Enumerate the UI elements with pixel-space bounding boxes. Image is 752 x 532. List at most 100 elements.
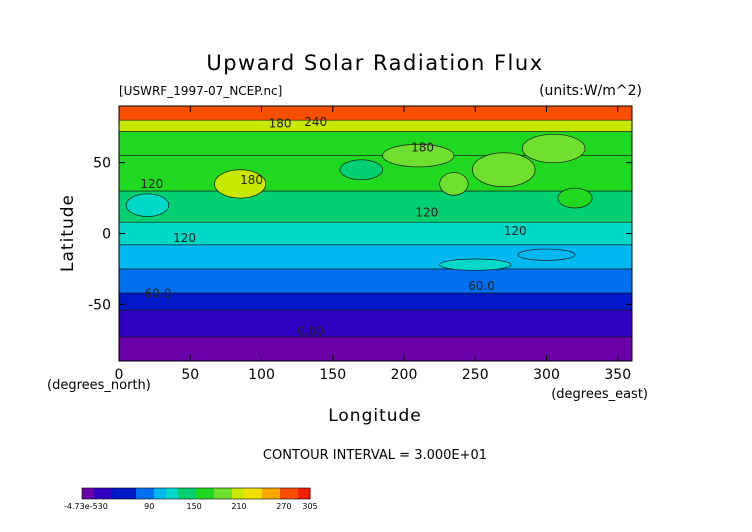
colorbar-swatch (226, 488, 233, 499)
lat-band (119, 106, 632, 121)
contour-label: 120 (415, 206, 438, 220)
contour-region (521, 133, 586, 164)
contour-region (382, 143, 455, 168)
contour-features (125, 133, 593, 271)
colorbar-swatch (160, 488, 167, 499)
colorbar-swatch (274, 488, 281, 499)
colorbar (81, 487, 311, 500)
latitude-bands (119, 106, 632, 361)
contour-region (339, 159, 383, 181)
source-file-label: [USWRF_1997-07_NCEP.nc] (119, 84, 282, 98)
colorbar-swatch (142, 488, 149, 499)
colorbar-swatch (298, 488, 305, 499)
y-tick-label: -50 (88, 297, 111, 313)
contour-region (557, 187, 593, 209)
contour-label: 60.0 (145, 286, 172, 300)
x-axis-units: (degrees_east) (551, 387, 648, 402)
colorbar-frame (81, 487, 311, 500)
colorbar-swatch (82, 488, 89, 499)
y-tick-label: 0 (102, 227, 111, 243)
colorbar-swatch (112, 488, 119, 499)
colorbar-swatch (148, 488, 155, 499)
colorbar-swatch (304, 488, 311, 499)
colorbar-swatch (214, 488, 221, 499)
colorbar-tick-label: 150 (186, 502, 201, 511)
x-axis-ticks: 0 50 100 150 200 250 300 350 (115, 106, 631, 383)
contour-label: 0.00 (297, 325, 324, 339)
y-axis-ticks: -50 0 50 (88, 156, 632, 313)
contour-region (517, 248, 576, 261)
lat-band (119, 336, 632, 361)
x-tick-label: 100 (248, 367, 275, 383)
colorbar-swatch (208, 488, 215, 499)
x-tick-label: 300 (533, 367, 560, 383)
contour-region (439, 258, 512, 271)
contour-region (439, 172, 469, 196)
y-axis-label: Latitude (58, 194, 78, 272)
colorbar-tick-label: -4.73e-530 (64, 502, 108, 511)
colorbar-swatch (94, 488, 101, 499)
colorbar-swatch (250, 488, 257, 499)
colorbar-swatch (124, 488, 131, 499)
x-tick-label: 350 (604, 367, 631, 383)
colorbar-swatch (196, 488, 203, 499)
lat-band (119, 119, 632, 132)
colorbar-tick-label: 90 (144, 502, 154, 511)
x-tick-label: 250 (462, 367, 489, 383)
colorbar-swatch (202, 488, 209, 499)
colorbar-swatch (190, 488, 197, 499)
colorbar-swatch (238, 488, 245, 499)
colorbar-swatch (232, 488, 239, 499)
contour-label: 180 (411, 140, 434, 154)
colorbar-tick-label: 210 (231, 502, 246, 511)
contour-label: 120 (173, 231, 196, 245)
contour-region (214, 169, 267, 199)
colorbar-swatch (130, 488, 137, 499)
colorbar-swatch (220, 488, 227, 499)
lat-band (119, 190, 632, 223)
colorbar-swatch (262, 488, 269, 499)
colorbar-swatch (166, 488, 173, 499)
plot-area: 180 240 180 120 180 120 120 120 60.0 60.0 0.00 (119, 106, 632, 361)
contour-label: 240 (304, 115, 327, 129)
colorbar-swatch (286, 488, 293, 499)
colorbar-swatch (184, 488, 191, 499)
lat-band (119, 292, 632, 311)
colorbar-swatch (178, 488, 185, 499)
chart-title: Upward Solar Radiation Flux (206, 51, 543, 75)
colorbar-swatch (154, 488, 161, 499)
colorbar-swatch (292, 488, 299, 499)
contour-interval-label: CONTOUR INTERVAL = 3.000E+01 (263, 448, 487, 463)
colorbar-swatch (100, 488, 107, 499)
colorbar-tick-label: 270 (276, 502, 291, 511)
colorbar-tick-label: 305 (302, 502, 317, 511)
contour-label: 180 (269, 116, 292, 130)
contour-labels: 180 240 180 120 180 120 120 120 60.0 60.0 0.00 (140, 115, 526, 339)
contour-label: 60.0 (468, 279, 495, 293)
x-axis-label: Longitude (328, 406, 422, 426)
colorbar-swatch (136, 488, 143, 499)
y-tick-label: 50 (93, 156, 111, 172)
colorbar-swatch (280, 488, 287, 499)
colorbar-labels: -4.73e-530 90 150 210 270 305 (64, 502, 318, 511)
colorbar-swatch (106, 488, 113, 499)
colorbar-swatch (172, 488, 179, 499)
colorbar-swatch (268, 488, 275, 499)
colorbar-swatch (118, 488, 125, 499)
colorbar-swatch (88, 488, 95, 499)
contour-label: 120 (140, 177, 163, 191)
contour-region (125, 193, 170, 217)
x-tick-label: 50 (181, 367, 199, 383)
x-tick-label: 200 (391, 367, 418, 383)
x-tick-label: 0 (115, 367, 124, 383)
colorbar-swatch (256, 488, 263, 499)
lat-band (119, 309, 632, 338)
lat-band (119, 268, 632, 294)
x-tick-label: 150 (319, 367, 346, 383)
contour-region (472, 152, 536, 188)
y-axis-units: (degrees_north) (47, 378, 151, 393)
contour-label: 120 (504, 224, 527, 238)
units-label: (units:W/m^2) (539, 83, 642, 99)
colorbar-swatch (244, 488, 251, 499)
